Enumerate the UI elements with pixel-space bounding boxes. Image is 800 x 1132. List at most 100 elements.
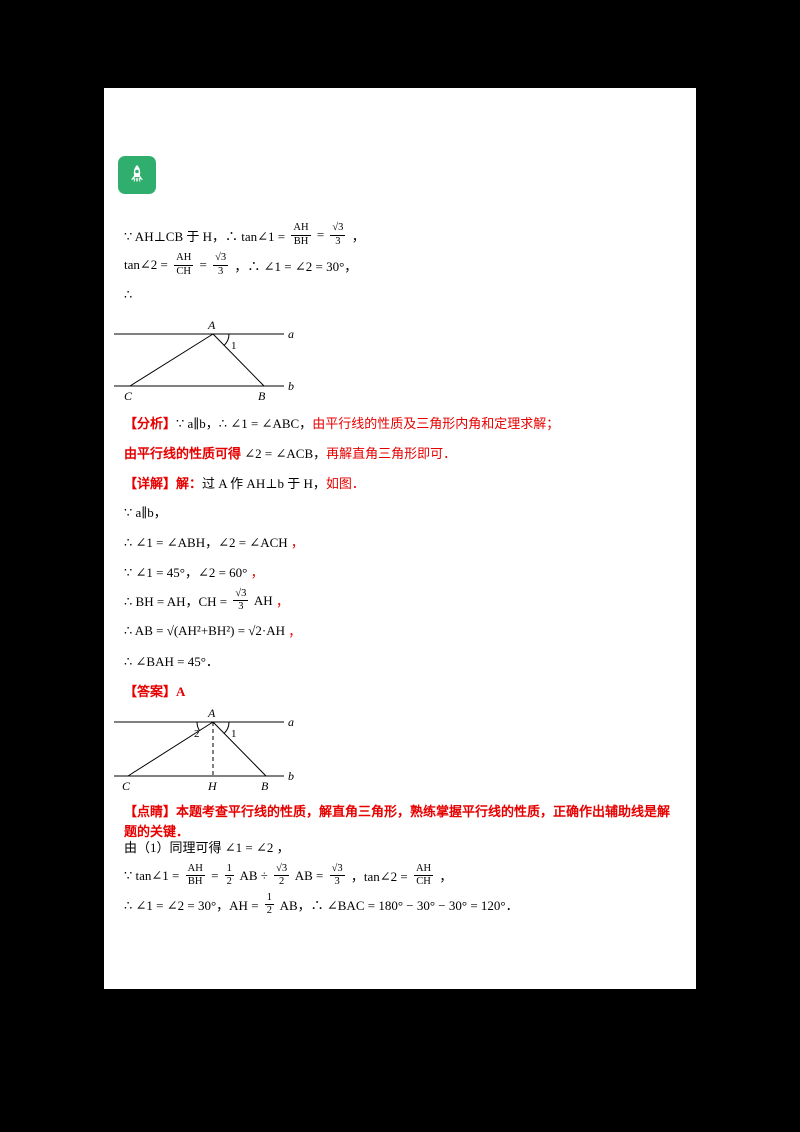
angle-arc-2 xyxy=(196,721,200,731)
solution-text-red: 再解直角三角形即可． xyxy=(326,446,457,462)
line-label-a: a xyxy=(288,327,294,341)
solution-line: 【分析】 ∵ a∥b，∴ ∠1 = ∠ABC， 由平行线的性质及三角形内角和定理… xyxy=(124,408,682,438)
fraction-numerator: √3 xyxy=(233,588,249,602)
fraction-denominator: CH xyxy=(416,876,431,887)
point-label-A: A xyxy=(207,318,216,332)
solution-text-red: ， xyxy=(288,624,302,640)
solution-text: ∵ a∥b，∴ ∠1 = ∠ABC， xyxy=(176,416,313,432)
fraction-denominator: 2 xyxy=(279,876,285,887)
point-label-C: C xyxy=(124,389,133,403)
answer-line: 【答案】A xyxy=(124,675,682,705)
fraction-denominator: 3 xyxy=(238,601,244,613)
fraction-numerator: √3 xyxy=(330,222,346,236)
figure-parallel-lines-1: A a b C B 1 xyxy=(114,318,294,403)
angle-arc-1 xyxy=(223,333,230,346)
tail-row-0: 由（1）同理可得 ∠1 = ∠2 ， xyxy=(124,832,682,861)
solution-line: ∵ ∠1 = 45°，∠2 = 60° ， xyxy=(124,556,682,586)
solution-block: 【分析】 ∵ a∥b，∴ ∠1 = ∠ABC， 由平行线的性质及三角形内角和定理… xyxy=(124,408,682,705)
math-text: ，∴ ∠1 = ∠2 = 30°， xyxy=(231,258,358,274)
fraction: 1 2 xyxy=(264,892,275,917)
tail-math-block: 由（1）同理可得 ∠1 = ∠2 ， ∵ tan∠1 = AH BH = 1 2… xyxy=(124,832,682,919)
line-label-a: a xyxy=(288,715,294,729)
fraction: 1 2 xyxy=(224,863,234,888)
tail-row-1: ∵ tan∠1 = AH BH = 1 2 AB ÷ √3 2 AB = √3 … xyxy=(124,861,682,890)
label-analysis: 【分析】 xyxy=(124,416,177,432)
fraction: √3 3 xyxy=(329,863,345,888)
fraction-denominator: 3 xyxy=(335,235,341,247)
solution-text: ∵ ∠1 = 45°，∠2 = 60° xyxy=(124,564,251,580)
math-text: 由（1）同理可得 ∠1 = ∠2 ， xyxy=(124,840,290,855)
solution-line: 【详解】解： 过 A 作 AH⊥b 于 H， 如图． xyxy=(124,467,682,497)
fraction: AH CH xyxy=(174,252,194,277)
angle-label-2: 2 xyxy=(194,728,200,740)
fraction-denominator: 2 xyxy=(266,905,273,916)
intro-row-2: tan∠2 = AH CH = √3 3 ，∴ ∠1 = ∠2 = 30°， xyxy=(124,250,682,280)
math-text: = xyxy=(196,257,211,272)
line-label-b: b xyxy=(288,379,294,393)
segment-AB xyxy=(212,333,265,387)
fraction: AH BH xyxy=(291,222,311,247)
point-label-H: H xyxy=(207,779,218,793)
fraction-numerator: √3 xyxy=(329,863,345,876)
solution-text-red: 由平行线的性质及三角形内角和定理求解； xyxy=(312,416,560,432)
solution-text: ∠2 = ∠ACB， xyxy=(241,446,327,462)
fraction-denominator: 3 xyxy=(334,876,340,887)
angle-label-1: 1 xyxy=(231,728,237,740)
note-text: 【点睛】本题考查平行线的性质，解直角三角形，熟练掌握平行线的性质，正确作出辅助线… xyxy=(124,804,671,839)
solution-text: ∴ ∠1 = ∠ABH，∠2 = ∠ACH xyxy=(124,535,291,551)
point-label-B: B xyxy=(258,389,266,403)
solution-text-red: ， xyxy=(250,564,264,580)
fraction-numerator: AH xyxy=(413,863,434,876)
solution-line: ∴ AB = √(AH²+BH²) = √2·AH ， xyxy=(124,616,682,646)
angle-arc-1 xyxy=(223,721,230,734)
fraction-denominator: BH xyxy=(187,876,203,887)
solution-line: ∴ BH = AH，CH = √3 3 AH ， xyxy=(124,586,682,616)
point-label-A: A xyxy=(207,706,216,720)
segment-AC xyxy=(127,721,214,777)
fraction: √3 3 xyxy=(233,588,249,613)
segment-AC xyxy=(129,333,214,387)
fraction-numerator: √3 xyxy=(274,863,290,876)
solution-text-red: ， xyxy=(290,535,304,551)
tail-row-2: ∴ ∠1 = ∠2 = 30°，AH = 1 2 AB，∴ ∠BAC = 180… xyxy=(124,890,682,919)
fraction-numerator: AH xyxy=(174,252,194,266)
math-text: tan∠2 = xyxy=(124,257,172,272)
solution-line: ∴ ∠1 = ∠ABH，∠2 = ∠ACH ， xyxy=(124,527,682,557)
fraction-denominator: BH xyxy=(293,235,309,247)
fraction-numerator: 1 xyxy=(264,892,275,905)
fraction-numerator: √3 xyxy=(213,252,229,266)
intro-math-block: ∵ AH⊥CB 于 H，∴ tan∠1 = AH BH = √3 3 ， tan… xyxy=(124,220,682,310)
math-text: ， xyxy=(436,869,453,884)
solution-text: ∴ ∠BAH = 45°． xyxy=(124,653,219,669)
fraction-numerator: AH xyxy=(185,863,205,876)
solution-line: ∴ ∠BAH = 45°． xyxy=(124,646,682,676)
math-text: = xyxy=(207,867,222,883)
fraction-denominator: 3 xyxy=(218,265,224,277)
rocket-glyph xyxy=(131,165,143,182)
solution-text-redbold: 由平行线的性质可得 xyxy=(124,446,242,462)
point-label-C: C xyxy=(122,779,131,793)
fraction: √3 3 xyxy=(330,222,346,247)
fraction: AH CH xyxy=(413,863,434,888)
angle-label-1: 1 xyxy=(231,340,237,352)
solution-line: ∵ a∥b， xyxy=(124,497,682,527)
fraction-denominator: 2 xyxy=(226,876,232,887)
math-text: ， xyxy=(348,228,365,244)
solution-text: ∴ BH = AH，CH = xyxy=(124,594,231,610)
fraction: √3 3 xyxy=(213,252,229,277)
intro-row-3: ∴ xyxy=(124,280,682,310)
math-text: AB ÷ xyxy=(236,867,272,883)
fraction-numerator: 1 xyxy=(224,863,234,876)
figure-parallel-lines-2: A a b C H B 1 2 xyxy=(114,706,294,793)
fraction: AH BH xyxy=(185,863,205,888)
point-label-B: B xyxy=(261,779,269,793)
solution-text-red: 如图． xyxy=(325,475,365,491)
solution-text: AH xyxy=(251,592,276,608)
document-page: ∵ AH⊥CB 于 H，∴ tan∠1 = AH BH = √3 3 ， tan… xyxy=(104,88,696,989)
solution-text: 过 A 作 AH⊥b 于 H， xyxy=(202,475,326,491)
segment-AB xyxy=(212,721,267,777)
label-detail: 【详解】解： xyxy=(124,475,203,491)
fraction: √3 2 xyxy=(274,863,290,888)
math-text: = xyxy=(313,227,328,242)
